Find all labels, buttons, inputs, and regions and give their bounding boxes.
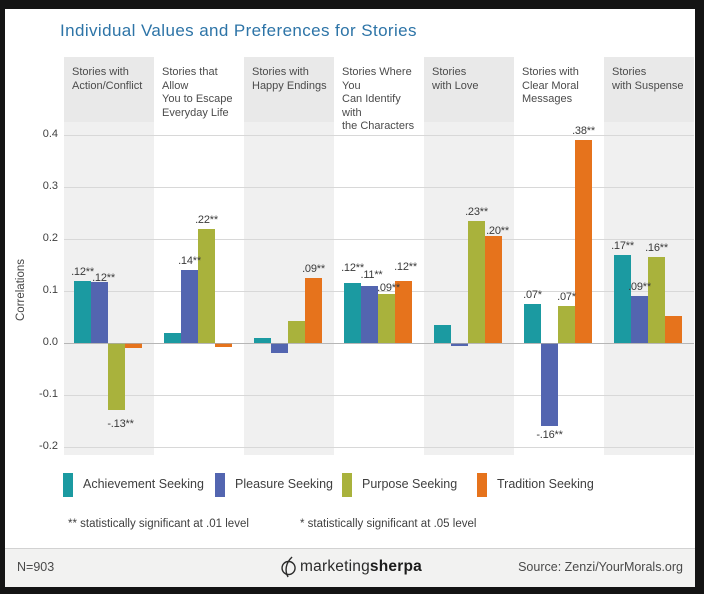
legend-swatch — [63, 473, 73, 497]
bar-value-label: .12** — [92, 272, 115, 285]
bar-value-label: .09** — [377, 281, 400, 294]
bar-achievement-seeking — [344, 283, 361, 343]
bar-pleasure-seeking — [181, 270, 198, 343]
bar-pleasure-seeking — [91, 282, 108, 343]
category-header-bg — [244, 57, 334, 122]
bar-value-label: .38** — [572, 125, 595, 138]
bar-tradition-seeking — [305, 278, 322, 343]
y-tick-label: -0.2 — [39, 440, 58, 452]
category-header-label: Stories Where You Can Identify with the … — [342, 66, 415, 132]
bar-pleasure-seeking — [451, 343, 468, 346]
zero-line — [64, 343, 694, 344]
bar-purpose-seeking — [468, 220, 485, 343]
plot-area: Stories with Action/Conflict Stories that… — [64, 57, 694, 455]
bar-value-label: .07* — [557, 290, 576, 303]
category-header-label: Stories with Action/Conflict — [72, 66, 143, 92]
y-tick-label: 0.0 — [42, 336, 58, 348]
category-header-bg — [64, 57, 154, 122]
footnote-significance-01: ** statistically significant at .01 leve… — [68, 518, 249, 530]
bar-value-label: .16** — [645, 242, 668, 255]
category-stripe — [244, 57, 334, 455]
bar-value-label: .12** — [394, 260, 417, 273]
y-tick-label: 0.1 — [42, 284, 58, 296]
legend-label: Achievement Seeking — [83, 477, 204, 491]
gridline — [64, 395, 694, 396]
bar-value-label: .07* — [523, 289, 542, 301]
y-tick-label: 0.3 — [42, 180, 58, 192]
bar-achievement-seeking — [164, 332, 181, 343]
bar-purpose-seeking — [558, 305, 575, 343]
bar-value-label: .14** — [178, 255, 201, 268]
bar-tradition-seeking — [575, 140, 592, 343]
chart-card: Individual Values and Preferences for St… — [5, 9, 695, 587]
bar-tradition-seeking — [395, 280, 412, 343]
bar-value-label: .12** — [71, 265, 94, 278]
bar-value-label: -.13** — [107, 417, 134, 430]
bar-value-label: .22** — [195, 213, 218, 226]
bar-tradition-seeking — [125, 343, 142, 349]
bar-tradition-seeking — [215, 343, 232, 348]
legend-label: Pleasure Seeking — [235, 477, 333, 491]
bar-purpose-seeking — [288, 321, 305, 343]
legend-swatch — [477, 473, 487, 497]
y-tick-label: -0.1 — [39, 388, 58, 400]
gridline — [64, 187, 694, 188]
category-header-label: Stories with Happy Endings — [252, 66, 327, 92]
footer: N=903 marketing sherpa Source: Zenzi/Your… — [5, 548, 695, 587]
gridline — [64, 239, 694, 240]
gridline — [64, 447, 694, 448]
bar-tradition-seeking — [665, 315, 682, 343]
legend-swatch — [215, 473, 225, 497]
chart-title: Individual Values and Preferences for St… — [60, 21, 417, 40]
bar-value-label: .11** — [360, 268, 383, 281]
legend-label: Tradition Seeking — [497, 477, 594, 491]
bar-value-label: .23** — [465, 205, 488, 218]
bar-value-label: -.16** — [536, 429, 563, 442]
bar-achievement-seeking — [74, 280, 91, 343]
bar-tradition-seeking — [485, 236, 502, 343]
category-header-label: Stories with Clear Moral Messages — [522, 66, 579, 105]
logo-text-light: marketing — [300, 558, 370, 575]
bar-achievement-seeking — [524, 304, 541, 343]
bar-value-label: .09** — [302, 263, 325, 275]
legend-swatch — [342, 473, 352, 497]
bar-pleasure-seeking — [271, 343, 288, 354]
source-credit: Source: Zenzi/YourMorals.org — [518, 560, 683, 574]
footnote-significance-05: * statistically significant at .05 level — [300, 518, 477, 530]
legend-label: Purpose Seeking — [362, 477, 458, 491]
bar-achievement-seeking — [254, 337, 271, 343]
category-header-label: Stories with Suspense — [612, 66, 684, 92]
bar-purpose-seeking — [108, 343, 125, 410]
category-header-bg — [604, 57, 694, 122]
bar-purpose-seeking — [198, 228, 215, 343]
category-header-label: Stories with Love — [432, 66, 479, 92]
gridline — [64, 291, 694, 292]
marketingsherpa-logo: marketing sherpa — [278, 556, 422, 578]
bar-value-label: .12** — [341, 262, 364, 275]
category-header-label: Stories that Allow You to Escape Everyda… — [162, 66, 233, 119]
logo-text-bold: sherpa — [369, 558, 422, 575]
bar-pleasure-seeking — [541, 343, 558, 427]
y-tick-label: 0.2 — [42, 232, 58, 244]
bar-pleasure-seeking — [631, 296, 648, 343]
bar-purpose-seeking — [378, 293, 395, 343]
bar-pleasure-seeking — [361, 285, 378, 343]
sample-size: N=903 — [17, 560, 55, 574]
bar-achievement-seeking — [434, 324, 451, 343]
y-tick-label: 0.4 — [42, 128, 58, 140]
bar-value-label: .20** — [486, 225, 509, 238]
bar-value-label: .17** — [611, 239, 634, 252]
bar-value-label: .09** — [628, 281, 651, 294]
category-header-bg — [424, 57, 514, 122]
bar-purpose-seeking — [648, 257, 665, 343]
gridline — [64, 135, 694, 136]
marketingsherpa-logo-icon — [278, 556, 298, 578]
bar-achievement-seeking — [614, 254, 631, 343]
